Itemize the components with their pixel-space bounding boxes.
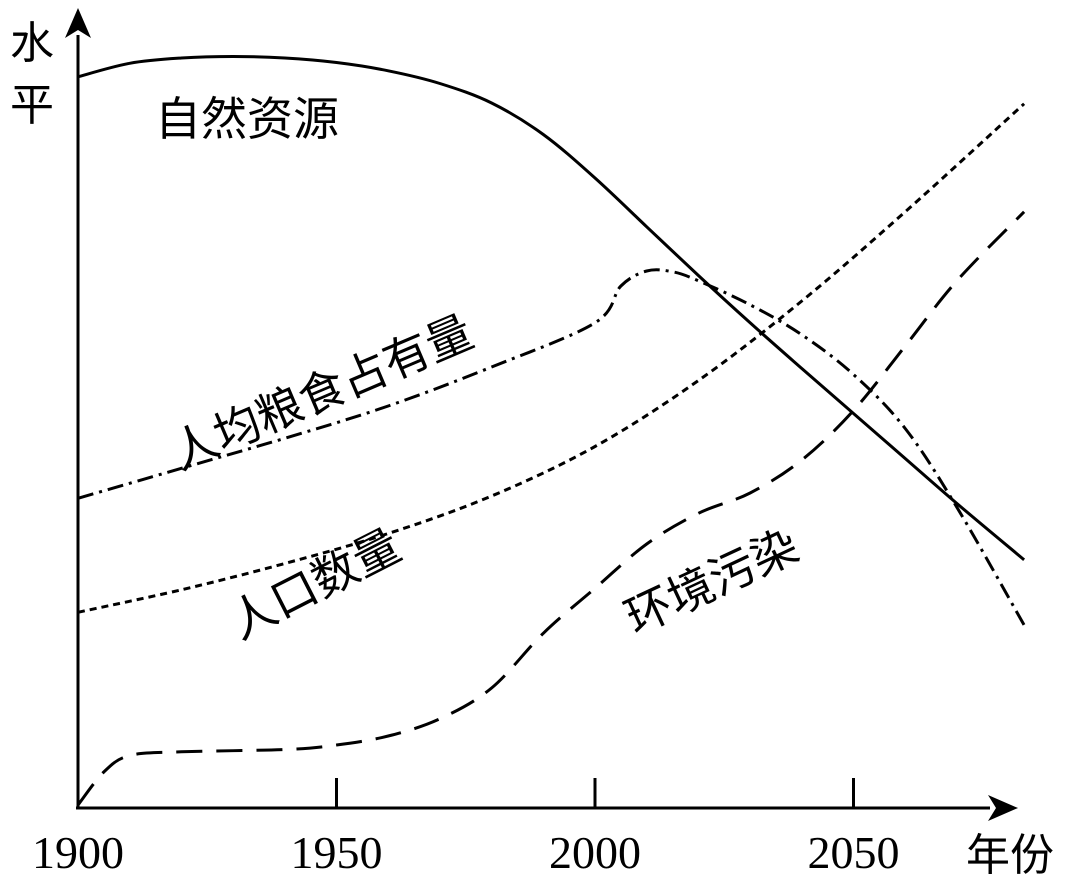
series-label-population: 人口数量 (220, 518, 408, 650)
x-tick-label-1900: 1900 (32, 827, 124, 878)
x-ticks (335, 778, 855, 808)
x-tick-label-2000: 2000 (549, 827, 641, 878)
series-line-environmental-pollution (76, 210, 1026, 806)
series-label-environmental-pollution: 环境污染 (617, 518, 807, 645)
y-axis-label-line-2: 平 (10, 80, 54, 131)
series-line-natural-resources (77, 54, 1026, 561)
y-axis-label-line-1: 水 (10, 18, 54, 69)
x-tick-labels: 1900 1950 2000 2050 (32, 827, 900, 878)
series-line-population (77, 102, 1026, 614)
x-tick-label-1950: 1950 (291, 827, 383, 878)
series-lines (76, 54, 1026, 806)
series-label-natural-resources: 自然资源 (155, 92, 339, 146)
y-axis-arrow-icon (65, 8, 91, 38)
x-axis-label: 年份 (966, 830, 1054, 881)
series-label-per-capita-grain: 人均粮食占有量 (163, 305, 481, 481)
x-tick-label-2050: 2050 (808, 827, 900, 878)
x-axis-arrow-icon (988, 795, 1018, 821)
series-line-per-capita-grain (77, 268, 1026, 626)
